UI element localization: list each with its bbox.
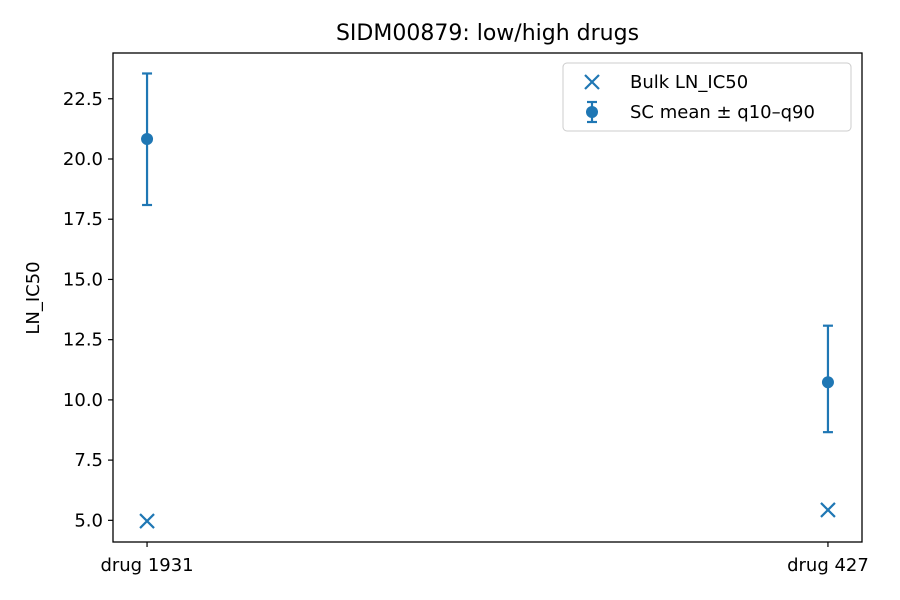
plot-area: 5.0 7.5 10.0 12.5 15.0 17.5 20.0 22.5 drug 1931 d… [63, 52, 869, 576]
y-tick-label: 15.0 [63, 269, 103, 290]
chart-title: SIDM00879: low/high drugs [336, 21, 639, 46]
sc-mean-point [141, 132, 154, 145]
y-tick-label: 17.5 [63, 209, 103, 230]
y-tick-label: 20.0 [63, 149, 103, 170]
y-tick-label: 12.5 [63, 330, 103, 351]
y-axis-label: LN_IC50 [23, 261, 44, 334]
x-tick-label: drug 427 [787, 555, 869, 576]
plot-frame [112, 52, 863, 543]
y-tick-label: 22.5 [63, 89, 103, 110]
y-tick-label: 7.5 [74, 450, 103, 471]
legend-marker-bulk [584, 74, 600, 90]
bulk-point [139, 513, 155, 529]
bulk-point [820, 502, 836, 518]
bulk-marker-stroke [820, 502, 836, 518]
bulk-marker-stroke [139, 513, 155, 529]
y-tick-label: 10.0 [63, 390, 103, 411]
legend-label-bulk: Bulk LN_IC50 [630, 72, 748, 93]
x-tick-label: drug 1931 [100, 555, 193, 576]
legend-marker-sc-point [586, 106, 598, 118]
sc-mean-point [821, 376, 834, 389]
legend-box [562, 62, 852, 132]
legend: Bulk LN_IC50 SC mean ± q10–q90 [562, 62, 852, 132]
y-tick-label: 5.0 [74, 510, 103, 531]
legend-label-sc: SC mean ± q10–q90 [630, 102, 815, 123]
